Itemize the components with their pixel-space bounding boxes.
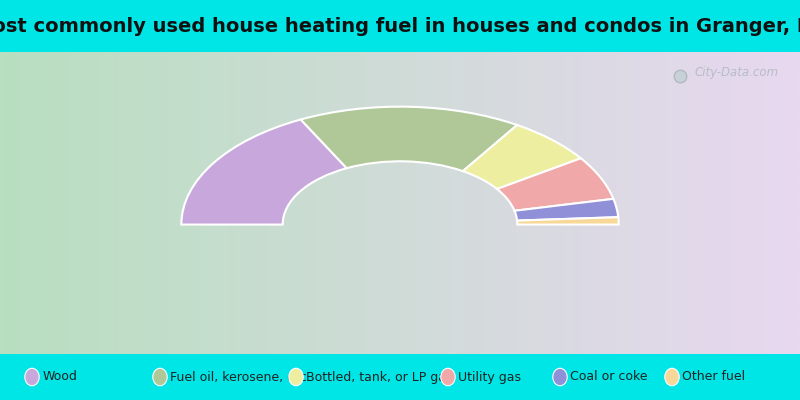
Wedge shape bbox=[497, 158, 614, 211]
Wedge shape bbox=[301, 107, 517, 171]
Wedge shape bbox=[517, 217, 618, 224]
Ellipse shape bbox=[25, 368, 39, 386]
Ellipse shape bbox=[153, 368, 167, 386]
Text: Other fuel: Other fuel bbox=[682, 370, 746, 384]
Text: City-Data.com: City-Data.com bbox=[694, 66, 778, 79]
Ellipse shape bbox=[553, 368, 567, 386]
Text: Coal or coke: Coal or coke bbox=[570, 370, 648, 384]
Text: Wood: Wood bbox=[42, 370, 78, 384]
Text: Bottled, tank, or LP gas: Bottled, tank, or LP gas bbox=[306, 370, 453, 384]
Text: Most commonly used house heating fuel in houses and condos in Granger, NY: Most commonly used house heating fuel in… bbox=[0, 16, 800, 36]
Text: Utility gas: Utility gas bbox=[458, 370, 522, 384]
Ellipse shape bbox=[289, 368, 303, 386]
Ellipse shape bbox=[665, 368, 679, 386]
Text: Fuel oil, kerosene, etc.: Fuel oil, kerosene, etc. bbox=[170, 370, 311, 384]
Wedge shape bbox=[182, 120, 346, 224]
Ellipse shape bbox=[441, 368, 455, 386]
Wedge shape bbox=[514, 199, 618, 220]
Wedge shape bbox=[463, 125, 581, 189]
